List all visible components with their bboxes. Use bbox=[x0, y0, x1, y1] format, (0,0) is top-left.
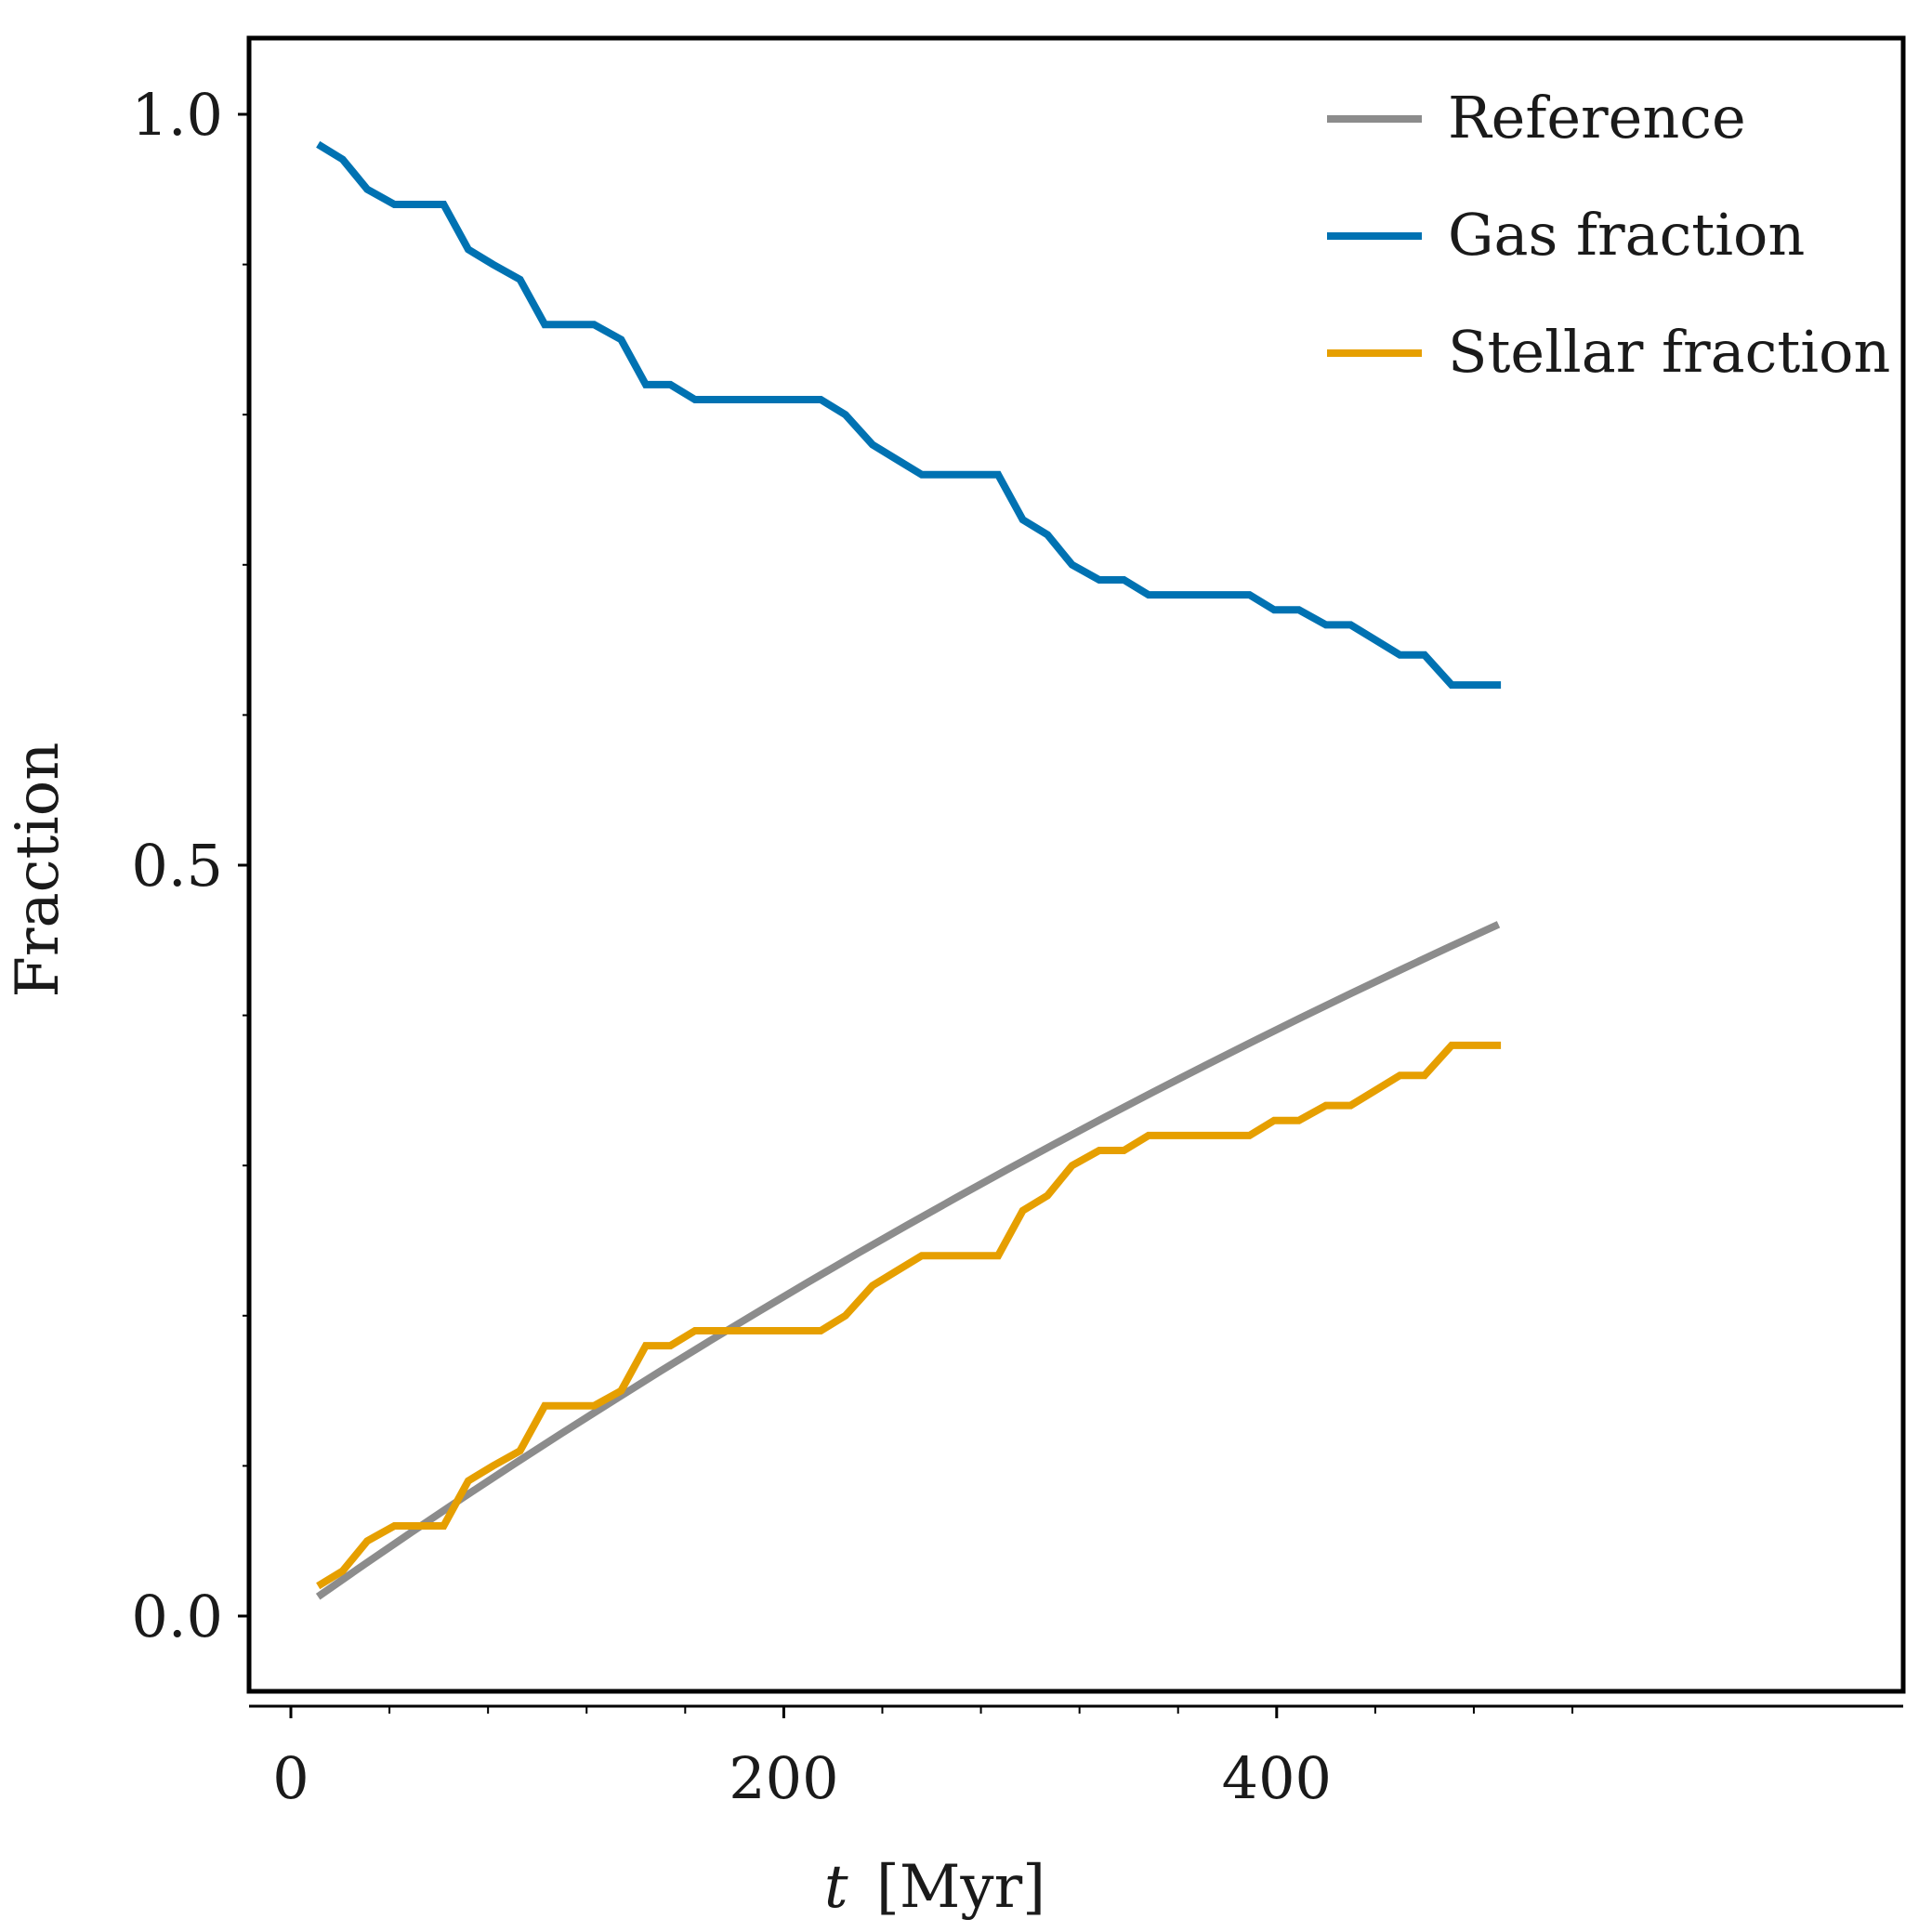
legend-label-gas-fraction: Gas fraction bbox=[1448, 201, 1805, 269]
series-lines bbox=[315, 140, 1502, 1600]
y-tick-label: 0.0 bbox=[131, 1583, 223, 1650]
legend-label-stellar-fraction: Stellar fraction bbox=[1448, 318, 1890, 386]
y-axis: 0.0 0.5 1.0 bbox=[131, 81, 249, 1650]
series-line-reference bbox=[315, 921, 1501, 1600]
x-tick-label: 200 bbox=[729, 1744, 838, 1812]
legend: Reference Gas fraction Stellar fraction bbox=[1327, 84, 1890, 386]
legend-label-reference: Reference bbox=[1448, 84, 1746, 151]
y-axis-label: Fraction bbox=[4, 743, 72, 998]
x-axis-label-unit: [Myr] bbox=[876, 1853, 1045, 1922]
x-axis-label: t [Myr] bbox=[824, 1853, 1045, 1922]
y-tick-label: 0.5 bbox=[131, 832, 223, 900]
y-tick-label: 1.0 bbox=[131, 81, 223, 149]
x-axis: 0 200 400 bbox=[249, 1704, 1903, 1812]
plot-frame bbox=[246, 35, 1906, 1694]
series-line-stellar-fraction bbox=[316, 1041, 1502, 1590]
x-tick-label: 0 bbox=[272, 1744, 309, 1812]
series-line-gas-fraction bbox=[316, 140, 1502, 690]
x-axis-label-variable: t bbox=[824, 1853, 848, 1922]
x-tick-label: 400 bbox=[1222, 1744, 1332, 1812]
